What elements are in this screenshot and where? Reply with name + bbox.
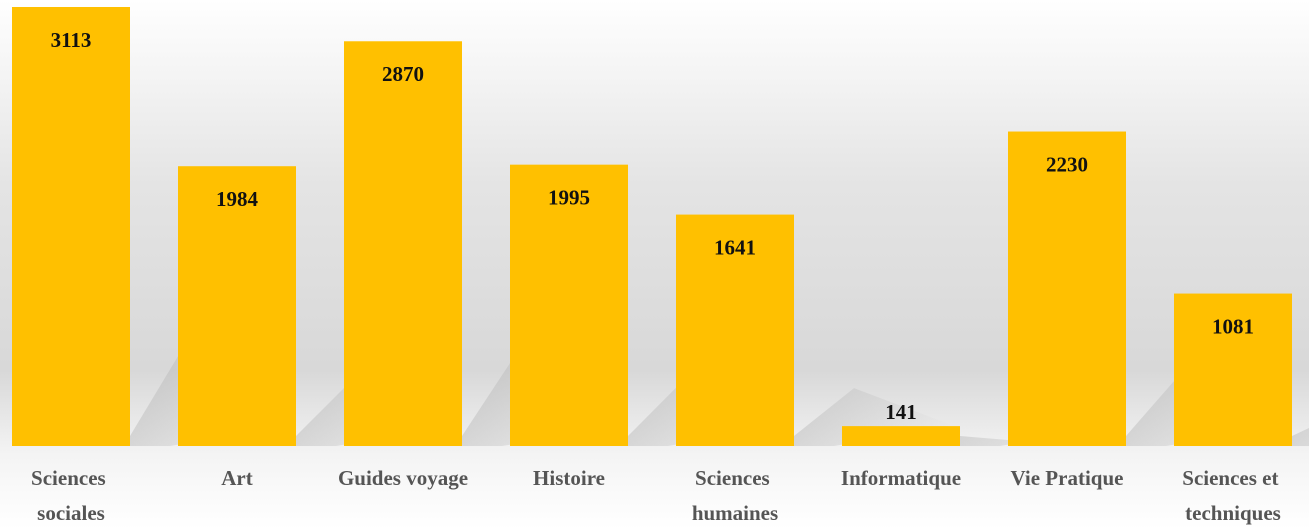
value-label: 3113 [51,28,92,52]
x-tick-label: Sciences humaines [692,466,778,525]
value-label: 2870 [382,62,424,86]
x-tick-label: Sciences sociales [31,466,111,525]
bar [842,426,960,446]
x-tick-label: Guides voyage [338,466,468,490]
value-label: 141 [885,400,917,424]
value-label: 1995 [548,185,590,209]
value-label: 2230 [1046,152,1088,176]
x-tick-label: Art [221,466,252,490]
bar-shadow [960,426,1120,446]
x-tick-label: Sciences et techniques [1182,466,1283,525]
x-tick-label: Informatique [841,466,961,490]
bar [1174,293,1292,446]
bar [178,166,296,446]
bar [510,164,628,447]
value-label: 1081 [1212,314,1254,338]
x-tick-label: Histoire [533,466,605,490]
bar [1008,131,1126,446]
bar [676,214,794,446]
bar [344,41,462,447]
bar-shadow [1292,428,1309,446]
value-label: 1641 [714,235,756,259]
bar [12,7,130,446]
value-label: 1984 [216,187,259,211]
x-tick-label: Vie Pratique [1011,466,1124,490]
